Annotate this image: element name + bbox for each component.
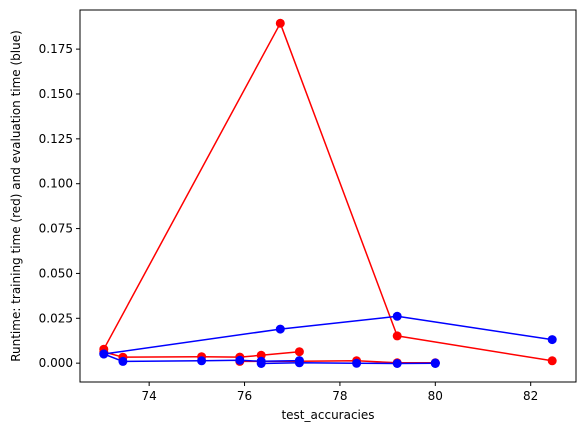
series-line — [261, 362, 436, 365]
x-tick-label: 82 — [523, 389, 538, 403]
y-tick-label: 0.125 — [39, 132, 73, 146]
y-tick-label: 0.025 — [39, 311, 73, 325]
data-point — [118, 356, 128, 366]
data-point — [392, 311, 402, 321]
data-point — [547, 356, 557, 366]
data-point — [547, 335, 557, 345]
y-tick-label: 0.000 — [39, 356, 73, 370]
y-axis-label: Runtime: training time (red) and evaluat… — [9, 30, 23, 362]
x-tick-label: 76 — [237, 389, 252, 403]
y-tick-label: 0.075 — [39, 222, 73, 236]
data-point — [275, 18, 285, 28]
data-point — [197, 356, 207, 366]
data-point — [256, 359, 266, 368]
data-point — [99, 349, 109, 359]
y-tick-label: 0.175 — [39, 42, 73, 56]
data-point — [294, 358, 304, 368]
plot-frame — [79, 9, 577, 383]
x-tick-label: 80 — [428, 389, 443, 403]
series-layer — [99, 18, 557, 368]
data-point — [392, 359, 402, 368]
y-tick-label: 0.150 — [39, 87, 73, 101]
y-tick-label: 0.100 — [39, 177, 73, 191]
data-point — [392, 331, 402, 341]
data-point — [275, 324, 285, 334]
data-point — [294, 347, 304, 357]
data-point — [430, 359, 440, 368]
series-line — [103, 315, 553, 355]
data-point — [235, 355, 245, 365]
x-axis-label: test_accuracies — [281, 408, 374, 422]
data-point — [352, 358, 362, 368]
plot-area — [80, 10, 576, 382]
y-axis: 0.000 0.025 0.050 0.075 0.100 0.125 0.150 0.175 — [39, 42, 80, 370]
x-axis: 74 76 78 80 82 — [142, 382, 538, 403]
series-line — [103, 22, 553, 362]
y-tick-label: 0.050 — [39, 266, 73, 280]
x-tick-label: 78 — [332, 389, 347, 403]
x-tick-label: 74 — [142, 389, 157, 403]
